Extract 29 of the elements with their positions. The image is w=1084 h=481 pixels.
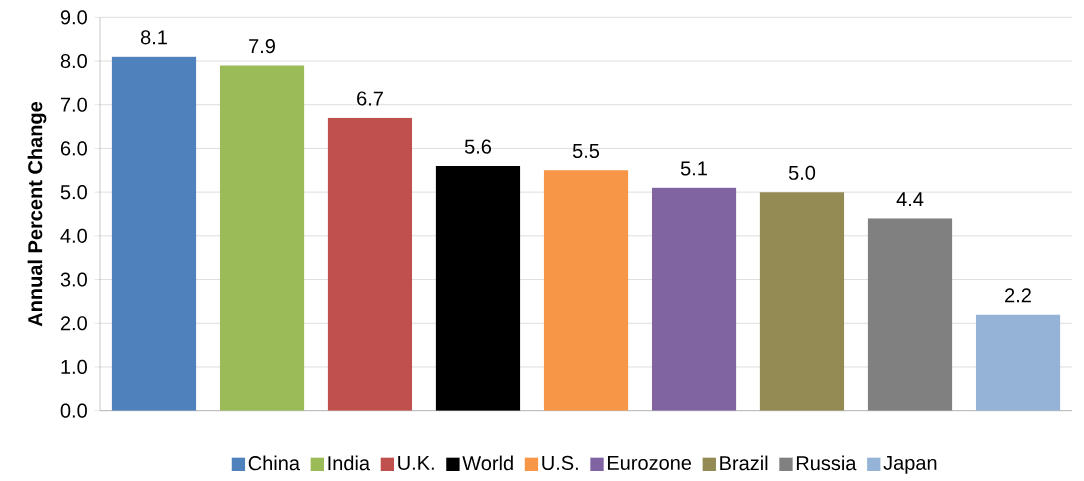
data-label: 5.0 <box>788 165 816 180</box>
data-label: 5.5 <box>572 144 600 159</box>
legend-label: U.K. <box>398 455 434 470</box>
y-tick-label: 5.0 <box>60 185 87 200</box>
legend-label: Japan <box>883 455 937 474</box>
y-tick-label: 0.0 <box>60 403 87 418</box>
data-label: 6.7 <box>357 91 383 106</box>
data-label: 8.1 <box>140 30 167 45</box>
data-label: 7.9 <box>249 38 275 54</box>
y-tick-label: 3.0 <box>60 272 87 287</box>
legend-label: Brazil <box>720 455 768 471</box>
y-tick-label: 8.0 <box>60 53 87 69</box>
y-axis-title: Annual Percent Change <box>27 101 47 327</box>
y-tick-label: 7.0 <box>60 97 87 112</box>
legend-label: Eurozone <box>607 455 692 470</box>
y-tick-label: 9.0 <box>60 10 87 25</box>
legend-label: India <box>328 455 371 471</box>
legend-label: World <box>462 455 513 471</box>
legend-label: U.S. <box>542 455 578 471</box>
legend-label: China <box>248 455 300 471</box>
data-label: 5.1 <box>680 161 707 176</box>
data-label: 2.2 <box>1005 288 1031 303</box>
data-label: 5.6 <box>464 139 492 154</box>
y-tick-label: 6.0 <box>60 141 87 156</box>
y-tick-label: 2.0 <box>60 316 87 331</box>
y-tick-label: 4.0 <box>60 228 87 243</box>
y-tick-label: 1.0 <box>61 359 87 375</box>
data-label: 4.4 <box>896 192 924 207</box>
legend-label: Russia <box>796 455 857 471</box>
